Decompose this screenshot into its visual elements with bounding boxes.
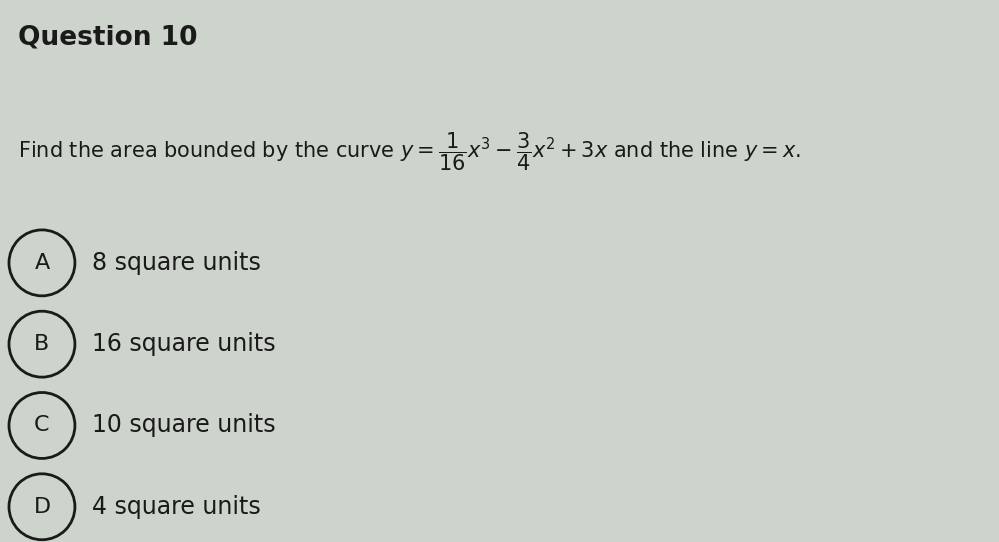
Text: C: C — [34, 416, 50, 435]
Text: 4 square units: 4 square units — [92, 495, 261, 519]
Text: 16 square units: 16 square units — [92, 332, 276, 356]
Text: 8 square units: 8 square units — [92, 251, 261, 275]
Text: B: B — [34, 334, 50, 354]
Text: 10 square units: 10 square units — [92, 414, 276, 437]
Text: Find the area bounded by the curve $y = \dfrac{1}{16}x^3 - \dfrac{3}{4}x^2 + 3x$: Find the area bounded by the curve $y = … — [18, 131, 801, 173]
Text: A: A — [34, 253, 50, 273]
Text: Question 10: Question 10 — [18, 24, 198, 50]
Text: D: D — [33, 497, 51, 517]
